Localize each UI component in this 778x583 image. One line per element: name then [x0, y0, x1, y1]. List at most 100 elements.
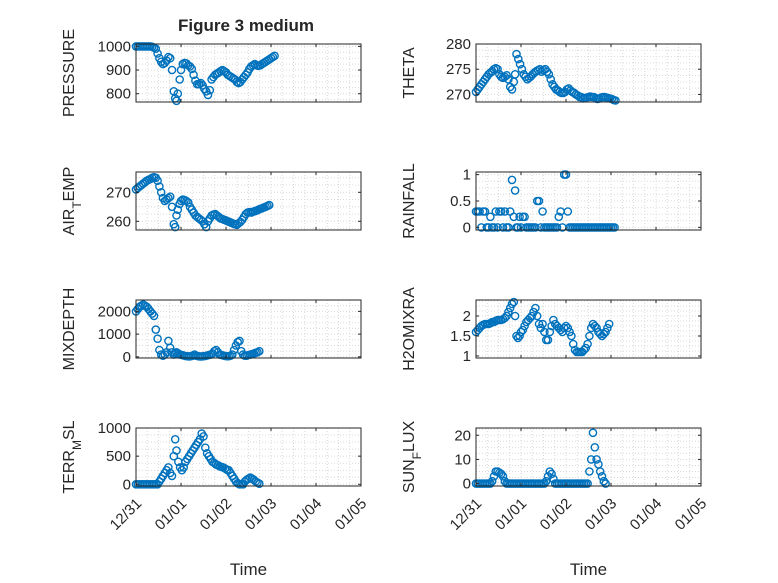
y-tick-label: 1.5: [450, 328, 471, 345]
data-point: [541, 476, 551, 486]
y-tick-label: 0: [123, 476, 131, 493]
data-point: [543, 335, 553, 345]
data-point: [173, 89, 183, 98]
y-tick-label: 10: [454, 451, 471, 468]
data-point: [164, 463, 173, 472]
y-axis-label: H2OMIXRA: [401, 287, 418, 371]
axes-box: [475, 299, 702, 359]
data-point: [516, 327, 526, 337]
data-point: [270, 51, 279, 61]
axes-box: [475, 43, 702, 103]
data-point: [498, 223, 508, 232]
data-point: [491, 207, 501, 216]
x-tick-label: 01/01: [492, 495, 531, 534]
y-axis-label: SUNFLUX: [401, 421, 424, 494]
data-point: [178, 59, 188, 69]
data-point: [561, 170, 571, 179]
x-tick-label: 12/31: [447, 495, 486, 534]
data-point: [185, 62, 195, 71]
grid: [136, 44, 361, 102]
data-point: [176, 65, 186, 75]
data-point: [167, 65, 177, 75]
data-point: [165, 343, 175, 353]
data-point: [493, 64, 502, 74]
x-tick-label: 01/01: [152, 495, 191, 534]
data-point: [480, 207, 490, 216]
data-point: [189, 70, 198, 80]
data-point: [165, 53, 175, 63]
data-point: [486, 318, 495, 328]
data-point: [164, 52, 173, 62]
data-point: [486, 212, 495, 222]
y-tick-label: 800: [106, 86, 131, 103]
data-point: [517, 64, 527, 74]
data-point: [544, 70, 554, 79]
x-tick-label: 01/05: [332, 495, 371, 534]
data-point: [502, 311, 511, 321]
y-tick-label: 1: [463, 348, 471, 365]
data-point: [515, 212, 524, 222]
data-point: [604, 319, 614, 329]
subplot-terr-msl: 0 500 1000 12/31 01/01 01/02 01/03 01/04 01/05 Ti…: [61, 420, 370, 579]
data-point: [595, 329, 605, 339]
data-point: [513, 223, 523, 232]
y-tick-label: 1: [463, 167, 471, 184]
data-point: [149, 311, 159, 321]
data-point: [532, 311, 542, 321]
data-point: [515, 59, 525, 69]
x-tick-label: 01/03: [582, 495, 621, 534]
subplot-air-temp: 260 270 AIRTEMP: [61, 167, 362, 235]
y-tick-label: 270: [446, 86, 471, 103]
axes-box: [135, 43, 362, 103]
data-point: [559, 323, 569, 333]
data-point: [581, 343, 591, 353]
y-tick-label: 270: [106, 184, 131, 201]
data-point: [151, 325, 161, 334]
grid: [476, 172, 701, 230]
data-point: [545, 327, 555, 337]
data-point: [156, 187, 166, 197]
data-point: [153, 49, 162, 58]
x-axis-label: Time: [230, 560, 267, 579]
data-point: [183, 198, 193, 207]
data-point: [187, 64, 197, 74]
data-point: [155, 182, 164, 191]
data-point: [601, 327, 610, 337]
x-tick-label: 12/31: [107, 495, 146, 534]
data-point: [500, 313, 510, 323]
data-point: [254, 479, 264, 489]
data-point: [545, 467, 555, 476]
data-point: [563, 323, 573, 333]
x-tick-label: 01/05: [672, 495, 711, 534]
data-point: [500, 207, 510, 216]
x-tick-label: 01/03: [242, 495, 281, 534]
data-point: [254, 346, 264, 356]
data-point: [147, 309, 157, 318]
y-tick-label: 1000: [98, 420, 131, 437]
data-point: [567, 331, 576, 341]
data-point: [527, 311, 537, 321]
y-tick-label: 0.5: [450, 193, 471, 210]
data-point: [520, 212, 529, 222]
data-point: [585, 331, 594, 341]
x-tick-label: 01/02: [197, 495, 236, 534]
data-point: [165, 192, 175, 201]
data-point: [583, 339, 592, 349]
data-point: [585, 467, 594, 476]
data-point: [235, 336, 244, 346]
data-point: [153, 334, 162, 344]
data-point: [547, 469, 556, 479]
data-point: [484, 223, 493, 232]
data-point: [493, 223, 502, 232]
y-axis-label: TERRMSL: [61, 420, 84, 493]
data-point: [538, 207, 547, 216]
data-point: [531, 223, 540, 232]
data-point: [229, 345, 239, 355]
data-point: [507, 175, 517, 185]
data-point: [583, 479, 592, 488]
series-terr-msl: [131, 429, 264, 489]
data-point: [579, 345, 589, 355]
subplot-pressure: 800 900 1000 PRESSURE: [61, 29, 362, 117]
data-point: [509, 297, 519, 307]
